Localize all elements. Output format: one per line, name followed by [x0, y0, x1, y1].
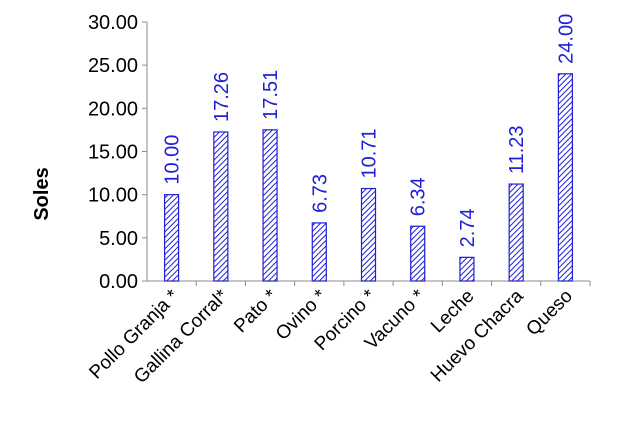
bar: [557, 73, 573, 282]
data-label: 6.73: [309, 174, 331, 213]
data-labels: 10.00 17.26 17.51 6.73 10.71 6.34 2.74 11.23 24.…: [162, 14, 578, 248]
data-label: 6.34: [408, 177, 430, 216]
data-label: 17.26: [211, 72, 233, 122]
data-label: 10.00: [162, 135, 184, 185]
data-label: 2.74: [457, 208, 479, 247]
bars: [164, 73, 573, 282]
bar: [262, 129, 278, 282]
bar: [213, 131, 229, 282]
y-tick-label: 20.00: [88, 98, 138, 120]
data-label: 17.51: [260, 70, 282, 120]
y-axis-title: Soles: [31, 167, 53, 220]
data-label: 11.23: [506, 125, 528, 174]
y-tick-label: 5.00: [99, 228, 138, 250]
y-axis-ticks: 0.00 5.00 10.00 15.00 20.00 25.00 30.00: [88, 12, 147, 293]
bar: [360, 187, 377, 282]
data-label: 10.71: [359, 128, 381, 178]
y-tick-label: 30.00: [88, 12, 138, 34]
y-tick-label: 25.00: [88, 55, 138, 77]
bar: [164, 194, 180, 282]
bar: [459, 256, 475, 282]
y-tick-label: 0.00: [99, 271, 138, 293]
bar: [311, 222, 327, 282]
data-label: 24.00: [555, 14, 577, 64]
y-tick-label: 15.00: [88, 142, 138, 164]
category-label: Queso: [522, 286, 576, 340]
category-labels: Pollo Granja *Gallina Corral*Pato *Ovino…: [85, 281, 591, 388]
y-tick-label: 10.00: [88, 185, 138, 207]
bar: [508, 183, 524, 282]
bar: [410, 225, 426, 282]
